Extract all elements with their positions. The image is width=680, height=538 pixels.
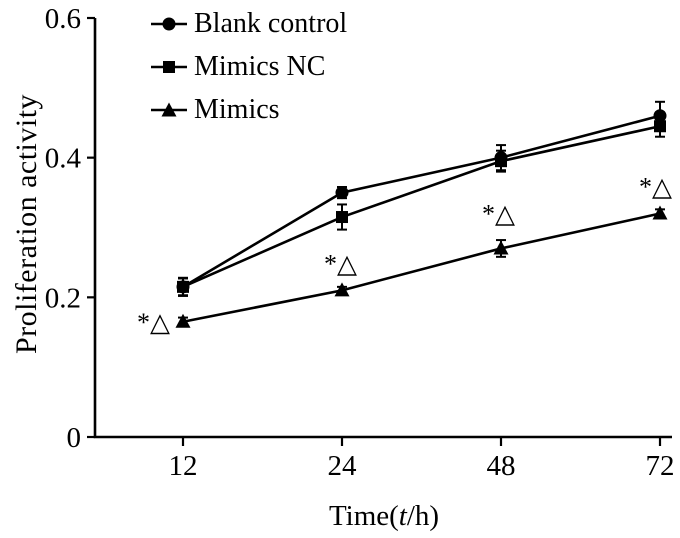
legend-item-mimics: Mimics [148, 88, 347, 131]
legend-label: Blank control [194, 7, 348, 39]
x-tick-label: 72 [646, 450, 675, 482]
y-tick-label: 0.2 [45, 282, 81, 314]
x-tick-label: 24 [328, 450, 358, 482]
significance-annotation: *△ [137, 308, 170, 337]
series-line-triangle [182, 212, 661, 324]
x-axis-label-variable: t [398, 500, 407, 532]
square-marker-icon [151, 60, 187, 73]
legend-item-mimics-nc: Mimics NC [148, 45, 347, 88]
x-tick-label: 12 [169, 450, 198, 482]
y-axis-label: Proliferation activity [10, 93, 43, 355]
triangle-marker-icon [151, 102, 187, 116]
series-line-circle [182, 114, 661, 288]
legend-label: Mimics NC [194, 50, 326, 82]
x-axis-label: Time(t/h) [329, 500, 439, 533]
significance-annotation: *△ [639, 173, 672, 202]
triangle-marker [652, 205, 668, 220]
y-tick-label: 0 [67, 422, 82, 454]
circle-marker-icon [151, 17, 187, 30]
square-marker [495, 155, 507, 168]
series-line-square [182, 124, 661, 289]
x-axis-label-prefix: Time( [328, 500, 399, 532]
legend-item-blank-control: Blank control [148, 2, 347, 45]
triangle-marker [175, 313, 191, 328]
legend-label: Mimics [194, 93, 280, 125]
legend: Blank control Mimics NC Mimics [148, 2, 347, 131]
square-marker [654, 120, 666, 133]
square-marker [336, 211, 348, 224]
y-tick-label: 0.6 [45, 3, 81, 35]
significance-annotation: *△ [324, 249, 357, 278]
significance-annotation: *△ [482, 199, 515, 228]
triangle-marker [334, 282, 350, 297]
square-marker [177, 280, 189, 293]
y-tick-label: 0.4 [45, 143, 82, 175]
circle-marker [335, 186, 349, 200]
x-axis-label-suffix: /h) [406, 500, 440, 532]
x-tick-label: 48 [487, 450, 516, 482]
triangle-marker [493, 240, 509, 255]
